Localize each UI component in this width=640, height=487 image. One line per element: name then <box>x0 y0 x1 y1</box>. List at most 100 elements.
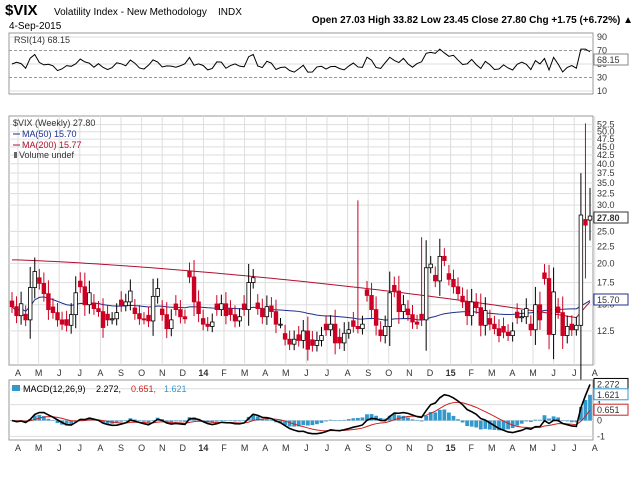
ma50-legend: MA(50) 15.70 <box>22 129 77 139</box>
rsi-line <box>11 48 591 73</box>
candle-body <box>314 340 320 346</box>
candle-body <box>455 286 461 295</box>
macd-hist-bar <box>510 420 515 429</box>
x-axis-label: S <box>118 368 124 378</box>
candle-body <box>9 300 15 308</box>
macd-hist-bar <box>301 420 306 426</box>
candle-body <box>419 313 424 321</box>
candle-body <box>337 336 342 344</box>
macd-legend-hist: 1.621 <box>164 384 187 394</box>
macd-hist-bar <box>346 419 351 421</box>
candle-body <box>328 323 333 331</box>
macd-panel <box>8 379 594 441</box>
x-axis-label: N <box>406 443 413 453</box>
macd-value-tag-label: 0.651 <box>597 405 620 415</box>
macd-hist-bar <box>451 415 456 421</box>
close-price-tag <box>593 211 629 224</box>
candle-body <box>392 284 397 292</box>
x-axis-label: D <box>180 368 187 378</box>
candle-body <box>37 277 42 284</box>
x-axis-label: 15 <box>446 443 456 453</box>
rsi-tick-label: 90 <box>597 32 607 42</box>
macd-hist-bar <box>324 420 328 422</box>
macd-hist-bar <box>528 420 533 422</box>
candle-body <box>291 338 297 345</box>
candle-body <box>196 301 201 315</box>
x-axis-label: F <box>221 368 227 378</box>
candle-body <box>191 276 197 303</box>
macd-hist-bar <box>283 420 287 426</box>
macd-hist-bar <box>55 420 60 424</box>
candle-body <box>414 321 420 325</box>
candle-body <box>28 287 33 321</box>
x-axis-label: S <box>365 368 371 378</box>
candle-body <box>109 318 115 321</box>
macd-hist-bar <box>538 419 542 421</box>
x-axis-label: S <box>118 443 124 453</box>
macd-hist-bar <box>242 420 247 421</box>
macd-hist-bar <box>392 413 397 421</box>
x-axis-label: J <box>551 368 556 378</box>
macd-hist-bar <box>151 420 155 421</box>
candle-body <box>59 319 65 325</box>
x-axis-label: 14 <box>198 443 208 453</box>
price-grid <box>9 116 596 365</box>
candle-body <box>583 219 588 226</box>
candlesticks <box>9 123 593 415</box>
x-axis-label: F <box>468 443 474 453</box>
candle-body <box>132 307 138 315</box>
candle-body <box>382 326 388 337</box>
macd-hist-bar <box>337 420 342 422</box>
x-axis-labels-price: A M J J A S O N D 14 F M A M J J A S O N D 15 F M A M J J A <box>15 368 598 378</box>
price-tick-label: 17.5 <box>597 278 615 288</box>
rsi-current-value: 68.15 <box>597 55 620 65</box>
price-legend-main: $VIX (Weekly) 27.80 <box>13 118 95 128</box>
x-axis-label: A <box>509 443 515 453</box>
macd-hist-bar <box>119 420 124 422</box>
ma50-line <box>11 296 591 321</box>
macd-hist-bar <box>64 420 69 426</box>
macd-hist-bar <box>501 420 506 430</box>
candle-body <box>410 314 415 323</box>
rsi-legend: RSI(14) 68.15 <box>14 35 70 45</box>
candle-body <box>373 309 379 326</box>
macd-hist-bar <box>251 414 256 421</box>
x-axis-label: J <box>57 443 62 453</box>
candle-body <box>428 263 433 269</box>
macd-hist-bar <box>433 412 438 421</box>
candle-body <box>542 272 547 279</box>
macd-hist-bar <box>497 420 501 431</box>
candle-body <box>182 316 188 320</box>
macd-hist-bar <box>410 419 415 421</box>
macd-value-tag <box>593 388 629 401</box>
macd-hist-bar <box>556 417 561 421</box>
candle-body <box>501 326 506 333</box>
candle-body <box>269 305 274 312</box>
candle-body <box>565 326 570 337</box>
candle-body <box>246 282 251 311</box>
x-axis-label: D <box>427 368 434 378</box>
candle-body <box>296 334 301 341</box>
candle-body <box>387 292 392 327</box>
candle-body <box>123 301 128 307</box>
macd-hist-bar <box>219 420 224 421</box>
macd-hist-bar <box>533 419 538 421</box>
x-axis-label: O <box>138 443 145 453</box>
macd-hist-bar <box>260 418 265 421</box>
macd-legend-label: MACD(12,26,9) <box>23 384 86 394</box>
quote-summary: Open 27.03 High 33.82 Low 23.45 Close 27… <box>312 15 633 26</box>
macd-hist-bar <box>132 419 137 421</box>
candle-body <box>178 309 183 318</box>
candle-body <box>474 301 479 309</box>
macd-hist-bar <box>164 420 169 422</box>
candle-body <box>323 323 329 331</box>
x-axis-label: M <box>241 443 249 453</box>
macd-hist-bar <box>378 417 383 421</box>
candle-body <box>505 331 511 337</box>
rsi-tick-label: 70 <box>597 46 607 56</box>
macd-value-tag-label: 2.272 <box>597 379 620 389</box>
x-axis-label: A <box>97 368 103 378</box>
x-axis-label: A <box>262 443 268 453</box>
candle-body <box>342 332 347 344</box>
candle-body <box>32 271 37 288</box>
